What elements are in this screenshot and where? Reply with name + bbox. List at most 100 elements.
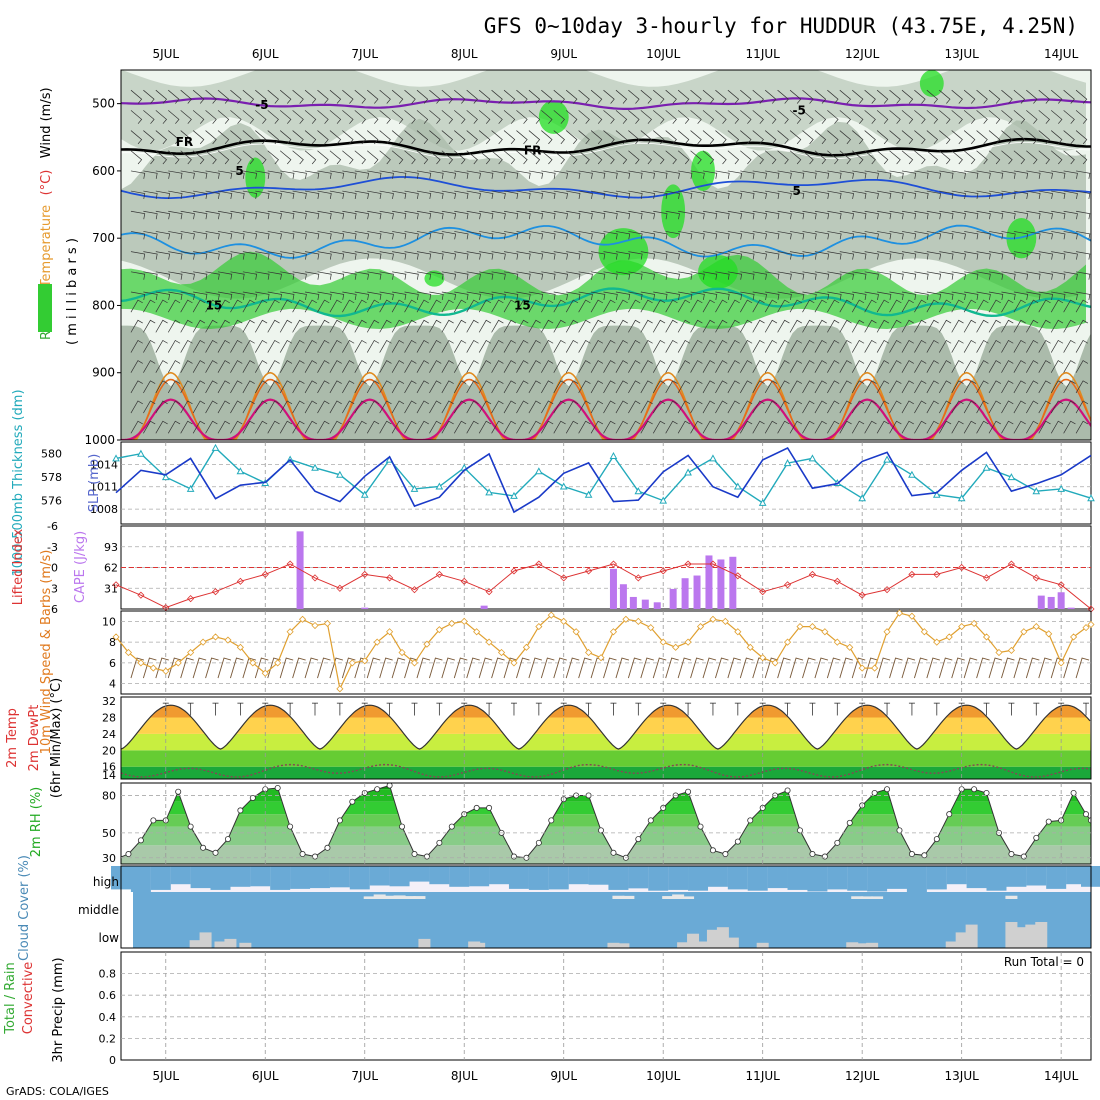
wind-barb [839,150,851,165]
low-cloud-bar [1005,922,1018,948]
wind-speed-point [323,619,332,628]
wind-barb [1063,319,1076,333]
wind-barb [988,360,1002,373]
wind-barb [988,150,1001,165]
wind-barb [765,291,780,300]
wind-barb [628,339,641,353]
wind-barb [926,210,942,220]
wind-barb [653,271,668,280]
wind-barb [168,150,180,165]
wind-barb [677,130,690,145]
wind-barb [1075,130,1088,145]
wind-barb [640,319,653,333]
rh-point [535,839,542,846]
wind-barb [901,400,914,414]
wind-barb [168,231,183,240]
high-cloud-bar [707,866,728,887]
wind-barb [453,400,467,414]
wind-barb [628,380,641,394]
wind-barb [491,271,506,280]
wind-barb [740,150,752,165]
low-cloud-bar [189,940,202,948]
wind-barb [516,271,531,280]
wind-barb [1026,420,1039,434]
wind-barb [814,339,827,353]
cape-tick: 62 [104,562,118,575]
wind-barb [615,231,631,240]
wind-barb [242,291,258,300]
wind-barb [479,231,494,240]
wind-barb [926,339,939,353]
wind-speed-point [485,638,493,646]
wind-barb [938,380,952,394]
rh-point [423,853,430,860]
wind-barb [180,231,195,240]
wind-barb [1026,319,1039,333]
wind-barb [429,130,441,145]
high-cloud-bar [469,866,490,887]
thickness-point [659,496,668,504]
wind-barb [1050,130,1063,145]
wind-barb [839,251,855,260]
wind-barb [466,420,479,434]
wind-barb [1026,190,1041,200]
wind-speed-point [883,628,891,636]
wind-barb [1038,299,1051,313]
cape-bar [1057,592,1065,609]
wind-barb [901,380,914,394]
wind-barb [1076,170,1091,179]
wind-barb [292,400,305,414]
wind-barb [1076,271,1091,280]
wind-barb [143,339,156,353]
date-label-bottom: 14JUL [1044,1069,1079,1083]
high-cloud-bar [1026,866,1047,886]
wind-barb [789,150,802,165]
wind-barb [391,89,404,104]
wind-barb-10m [690,657,704,679]
wind-speed-point [137,659,145,667]
wind-barb [839,420,852,434]
wind-barb [255,339,268,353]
wind-barb [976,400,989,414]
wind-barb [640,380,653,394]
wind-barb [553,299,566,313]
wind-barb [292,251,307,260]
wind-barb [367,231,382,240]
wind-barb [379,420,392,434]
wind-barb [889,380,902,394]
wind-barb [217,319,230,333]
wind-barb [1013,130,1026,145]
wind-barb [404,251,419,260]
wind-barb [528,170,544,179]
wind-barb [516,339,529,353]
wind-barb [777,210,792,220]
wind-barb [553,339,566,353]
low-cloud-bar [224,938,237,948]
wind-speed-point [696,622,705,631]
wind-barb [690,319,703,333]
wind-barb [1076,231,1091,240]
low-cloud-bar [214,941,227,948]
wind-barb [1001,400,1014,414]
wind-barb [354,170,370,179]
rh-line [121,784,1091,859]
wind-barb [1026,231,1041,240]
wind-barb [988,400,1002,414]
wind-barb [329,231,345,240]
precip-ylabel: Total / Rain [3,962,18,1035]
wind-barb [988,251,1004,260]
wind-barb [205,291,220,300]
low-cloud-bar [1025,924,1038,948]
wind-barb [652,380,666,394]
wind-barb [628,190,643,200]
wind-barb [304,360,318,373]
wind-barb [404,231,419,240]
wind-barb [1026,130,1038,145]
high-cloud-bar [250,866,271,887]
wind-barb [914,89,926,104]
wind-barb-10m [503,657,518,679]
cape-bar [1067,607,1075,609]
wind-barb [466,110,478,124]
wind-barb [565,360,579,373]
panel-frame [120,610,1092,695]
